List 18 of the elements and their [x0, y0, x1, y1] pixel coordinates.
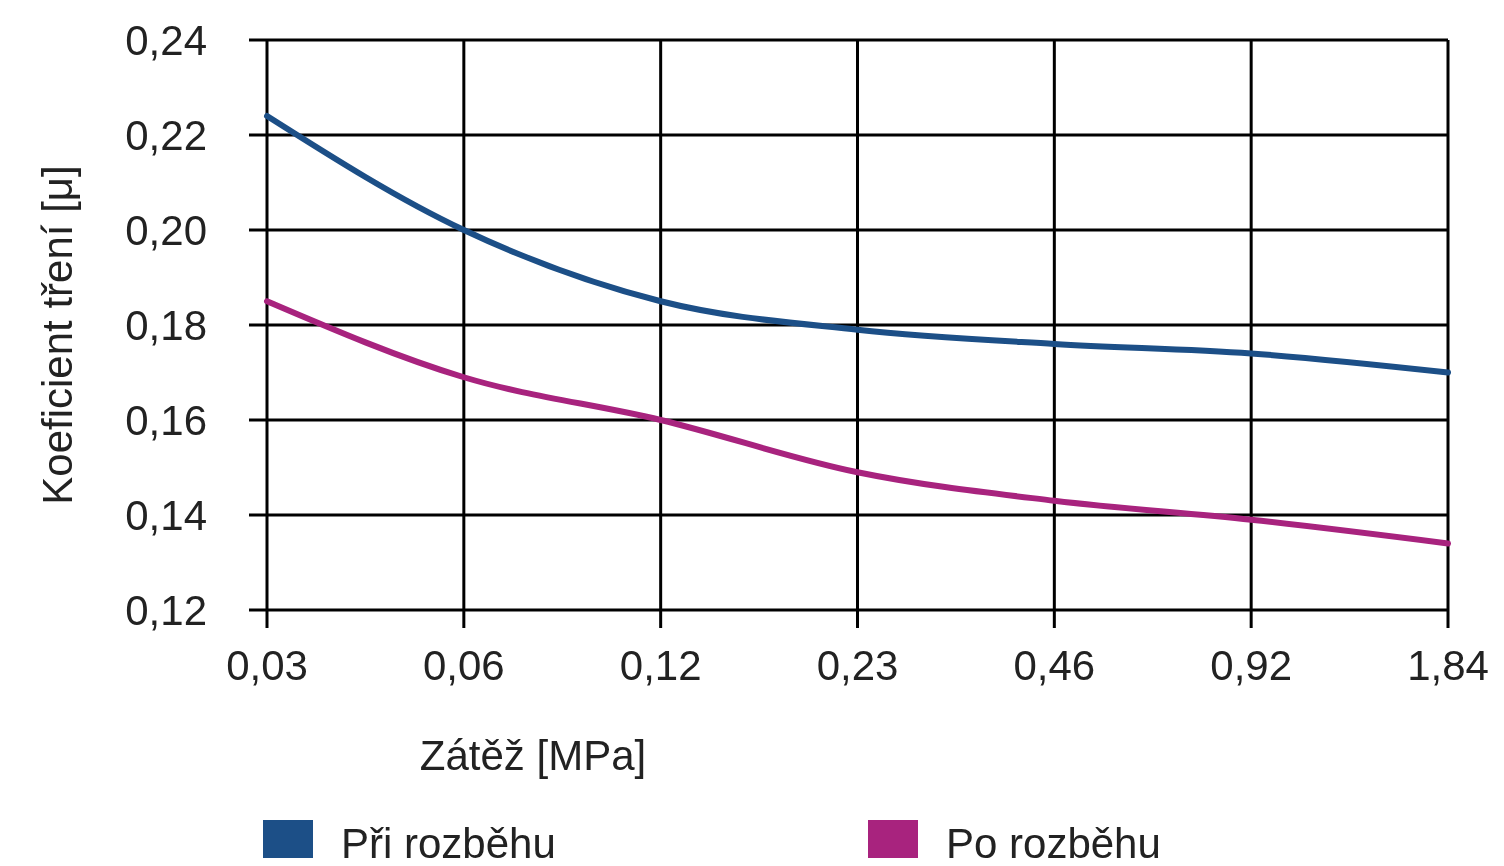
x-tick-label: 0,06: [422, 642, 505, 689]
legend-label: Po rozběhu: [946, 820, 1161, 866]
y-tick-label: 0,22: [125, 111, 207, 159]
y-tick-label: 0,20: [125, 206, 207, 254]
x-tick-label: 0,03: [226, 642, 308, 689]
x-tick-label: 0,23: [816, 642, 899, 689]
legend-label: Při rozběhu: [341, 820, 556, 866]
y-tick-label: 0,14: [125, 491, 207, 539]
x-tick-label: 0,92: [1210, 642, 1293, 689]
y-tick-label: 0,12: [125, 586, 207, 634]
x-tick-label: 0,12: [619, 642, 702, 689]
y-axis-title: Koeficient tření [μ]: [34, 165, 81, 505]
x-tick-label: 0,46: [1013, 642, 1096, 689]
x-tick-label: 1,84: [1407, 642, 1489, 689]
y-tick-label: 0,24: [125, 16, 207, 64]
y-tick-label: 0,18: [125, 301, 207, 349]
x-axis-title: Zátěž [MPa]: [419, 732, 647, 779]
y-tick-label: 0,16: [125, 396, 207, 444]
